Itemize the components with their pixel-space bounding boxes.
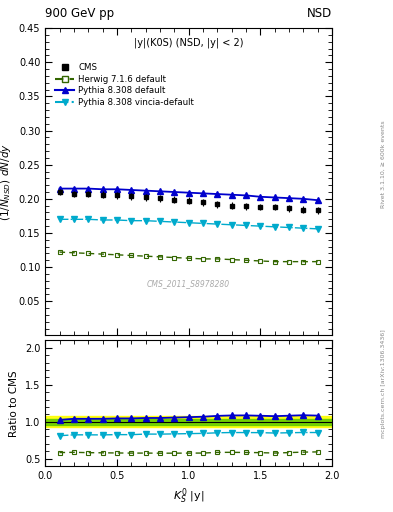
Text: 900 GeV pp: 900 GeV pp xyxy=(45,8,114,20)
Y-axis label: $(1/N_{NSD})$ $dN/dy$: $(1/N_{NSD})$ $dN/dy$ xyxy=(0,143,13,221)
Text: NSD: NSD xyxy=(307,8,332,20)
Text: mcplots.cern.ch [arXiv:1306.3436]: mcplots.cern.ch [arXiv:1306.3436] xyxy=(381,330,386,438)
Y-axis label: Ratio to CMS: Ratio to CMS xyxy=(9,370,19,437)
Bar xyxy=(45,416,332,427)
X-axis label: $K^0_S$ |y|: $K^0_S$ |y| xyxy=(173,486,204,506)
Bar xyxy=(45,419,332,424)
Text: Rivet 3.1.10, ≥ 600k events: Rivet 3.1.10, ≥ 600k events xyxy=(381,120,386,208)
Legend: CMS, Herwig 7.1.6 default, Pythia 8.308 default, Pythia 8.308 vincia-default: CMS, Herwig 7.1.6 default, Pythia 8.308 … xyxy=(55,63,195,107)
Text: CMS_2011_S8978280: CMS_2011_S8978280 xyxy=(147,279,230,288)
Text: |y|(K0S) (NSD, |y| < 2): |y|(K0S) (NSD, |y| < 2) xyxy=(134,37,243,48)
